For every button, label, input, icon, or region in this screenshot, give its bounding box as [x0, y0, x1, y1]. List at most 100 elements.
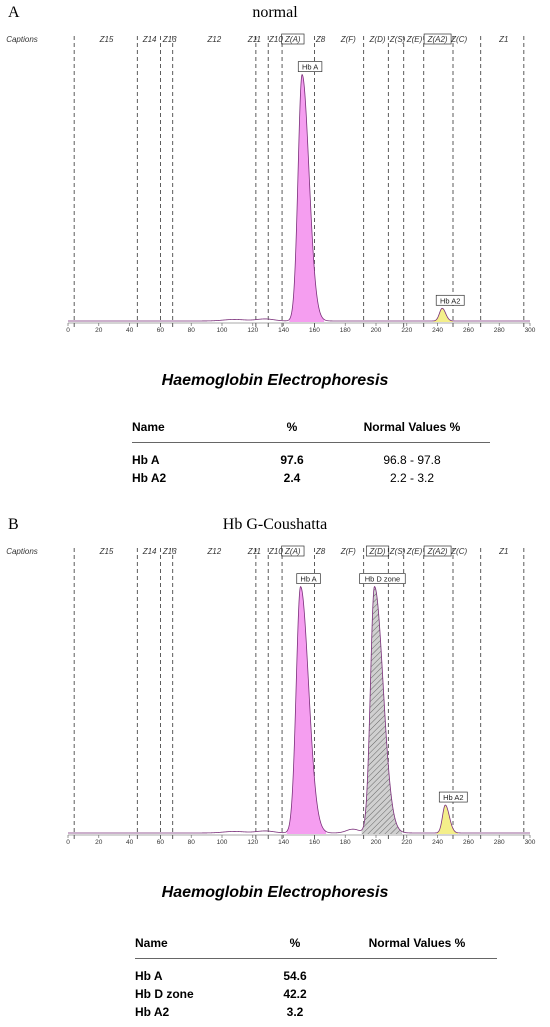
x-tick-label: 100: [217, 327, 228, 334]
x-tick-label: 120: [247, 327, 258, 334]
zone-label: Z12: [206, 35, 221, 44]
zone-label-box: [281, 33, 305, 45]
zone-label: Z11: [247, 547, 261, 556]
zone-label: Z(A): [284, 35, 301, 44]
table-row: Hb D zone 42.2: [135, 983, 497, 1001]
zone-label: Z8: [315, 547, 326, 556]
row-normal-range: [337, 959, 497, 984]
table-row: Hb A2 2.4 2.2 - 3.2: [132, 467, 490, 485]
row-normal-range: 96.8 - 97.8: [383, 453, 441, 467]
column-header-percent: %: [253, 936, 337, 959]
peak-label: Hb A: [302, 63, 318, 72]
results-table: Name % Normal Values % Hb A 54.6 Hb D zo…: [135, 936, 497, 1019]
chart-title: Hb G-Coushatta: [222, 516, 328, 533]
x-tick-label: 80: [188, 327, 196, 334]
peak-label-box: [438, 791, 468, 803]
zone-label: Z(F): [340, 35, 356, 44]
row-percent: 3.2: [286, 1005, 304, 1019]
zone-label: Captions: [6, 547, 38, 556]
x-tick-label: 200: [371, 839, 382, 846]
panel-a: A normal Captions Z15 Z14 Z13 Z12 Z11 Z10 Z(A) Z…: [0, 0, 550, 500]
column-header-name: Name: [135, 936, 253, 959]
row-name: Hb A2: [135, 1005, 170, 1019]
row-percent: 97.6: [280, 453, 304, 467]
x-tick-label: 180: [340, 327, 351, 334]
x-tick-label: 280: [494, 839, 505, 846]
x-tick-label: 300: [525, 839, 536, 846]
peak-label: Hb A2: [440, 296, 460, 305]
x-tick-label: 160: [309, 839, 320, 846]
zone-label: Z(F): [340, 547, 356, 556]
results-table: Name % Normal Values % Hb A 97.6 96.8 - …: [132, 420, 490, 485]
zone-label: Z(A2): [427, 547, 448, 556]
row-normal-range: [337, 983, 497, 1001]
column-header-name: Name: [132, 420, 250, 443]
peak-label: Hb A2: [443, 793, 463, 802]
zone-label: Z(D): [369, 35, 386, 44]
peak-area-hb-a: [286, 586, 327, 834]
peak-label-box: [296, 573, 321, 584]
zone-label: Z(E): [406, 35, 423, 44]
table-header-row: Name % Normal Values %: [132, 420, 490, 443]
x-tick-label: 60: [157, 839, 165, 846]
zone-label: Z(C): [450, 35, 467, 44]
row-name: Hb A: [132, 453, 160, 467]
zone-label: Z1: [498, 547, 508, 556]
zone-label: Z15: [99, 35, 114, 44]
table-title: Haemoglobin Electrophoresis: [161, 884, 389, 901]
x-tick-label: 40: [126, 839, 134, 846]
zone-label: Z10: [268, 35, 283, 44]
x-tick-label: 240: [432, 327, 443, 334]
x-tick-label: 0: [66, 327, 70, 334]
panel-letter: B: [8, 516, 19, 533]
peak-label: Hb A: [300, 575, 316, 584]
zone-label: Z(A): [284, 547, 301, 556]
peak-area-hb-d-zone: [361, 586, 403, 834]
electropherogram-chart: Captions Z15 Z14 Z13 Z12 Z11 Z10 Z(A) Z8 Z(F) Z(D)…: [6, 545, 536, 846]
table-row: Hb A2 3.2: [135, 1001, 497, 1019]
zone-label-box: [281, 545, 305, 557]
electrophoresis-trace: [68, 73, 530, 322]
zone-label-box: [365, 545, 390, 557]
x-tick-label: 120: [247, 839, 258, 846]
table-header-row: Name % Normal Values %: [135, 936, 497, 959]
electropherogram-chart: Captions Z15 Z14 Z13 Z12 Z11 Z10 Z(A) Z8 Z(F) Z(D)…: [6, 33, 536, 334]
zone-label: Z(C): [450, 547, 467, 556]
column-header-normal: Normal Values %: [334, 420, 490, 443]
zone-label: Captions: [6, 35, 38, 44]
x-tick-label: 200: [371, 327, 382, 334]
zone-label: Z11: [247, 35, 261, 44]
x-tick-label: 20: [95, 839, 103, 846]
row-name: Hb D zone: [135, 987, 194, 1001]
zone-label: Z(E): [406, 547, 423, 556]
x-tick-label: 60: [157, 327, 165, 334]
zone-label: Z(S): [389, 35, 406, 44]
x-tick-label: 240: [432, 839, 443, 846]
row-percent: 42.2: [283, 987, 307, 1001]
zone-label: Z(D): [369, 547, 386, 556]
panel-letter: A: [8, 4, 20, 21]
x-tick-label: 280: [494, 327, 505, 334]
x-tick-label: 140: [278, 839, 289, 846]
row-percent: 54.6: [283, 969, 307, 983]
peak-label-box: [359, 573, 406, 584]
peak-area-hb-a: [289, 74, 325, 322]
x-tick-label: 260: [463, 327, 474, 334]
electrophoresis-trace: [68, 585, 530, 834]
row-normal-range: [337, 1001, 497, 1019]
panel-b: B Hb G-Coushatta Captions Z15 Z14 Z13 Z12 Z11…: [0, 512, 550, 1027]
zone-label: Z12: [206, 547, 221, 556]
chart-title: normal: [252, 4, 298, 21]
column-header-percent: %: [250, 420, 334, 443]
x-tick-label: 220: [401, 839, 412, 846]
zone-label: Z(S): [389, 547, 406, 556]
zone-label: Z13: [162, 35, 177, 44]
x-tick-label: 160: [309, 327, 320, 334]
x-tick-label: 100: [217, 839, 228, 846]
peak-label: Hb D zone: [365, 575, 400, 584]
zone-label: Z14: [142, 35, 157, 44]
zone-label: Z10: [268, 547, 283, 556]
peak-label-box: [435, 294, 465, 306]
table-row: Hb A 97.6 96.8 - 97.8: [132, 443, 490, 467]
x-tick-label: 40: [126, 327, 134, 334]
